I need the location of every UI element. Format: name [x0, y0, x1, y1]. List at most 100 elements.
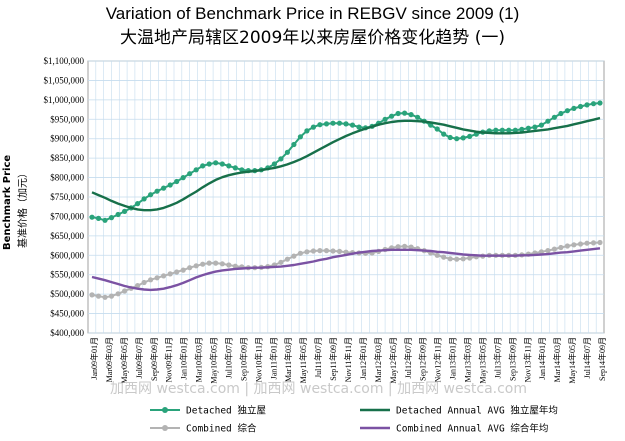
legend: Detached 独立屋 Detached Annual AVG 独立屋年均 Com…	[150, 405, 558, 435]
x-tick-label: Jan13年01月	[448, 337, 458, 380]
data-point	[597, 100, 603, 106]
data-point	[434, 126, 440, 132]
data-point	[584, 240, 590, 246]
data-point	[310, 248, 316, 254]
chart-subtitle: 大温地产局辖区2009年以来房屋价格变化趋势 (一)	[120, 28, 505, 48]
data-point	[213, 260, 219, 266]
y-tick-label: $900,000	[50, 134, 84, 144]
data-point	[187, 171, 193, 177]
data-point	[232, 165, 238, 171]
data-point	[102, 217, 108, 223]
data-point	[584, 102, 590, 108]
data-point	[395, 110, 401, 117]
y-tick-label: $1,100,000	[44, 56, 85, 66]
x-tick-label: May11年05月	[298, 337, 308, 383]
legend-label-2: Combined 综合	[186, 423, 257, 435]
data-point	[493, 127, 499, 133]
data-point	[187, 265, 193, 271]
x-tick-label: Sep12年09月	[418, 337, 428, 381]
data-point	[447, 134, 453, 141]
data-point	[278, 259, 284, 265]
data-point	[108, 293, 115, 299]
data-point	[415, 114, 421, 120]
x-tick-label: Jan12年01月	[358, 337, 368, 380]
data-point	[551, 114, 558, 120]
x-axis-ticks: Jan09年01月 Mar09年03月 May09年05月 Jul09年07月 Sep0…	[89, 337, 607, 384]
data-point	[336, 120, 343, 126]
x-tick-label: Nov13年11月	[522, 337, 532, 382]
data-point	[180, 175, 186, 181]
data-point	[95, 293, 102, 299]
data-point	[304, 128, 310, 134]
data-point	[226, 163, 232, 169]
data-point	[551, 246, 558, 252]
y-tick-label: $1,050,000	[44, 75, 85, 85]
series-line-3	[91, 247, 601, 292]
data-point	[506, 127, 512, 133]
data-point	[564, 108, 571, 114]
x-tick-label: Jul11年07月	[313, 337, 323, 378]
data-point	[161, 185, 167, 191]
data-point	[408, 244, 414, 250]
x-tick-label: Sep09年09月	[149, 337, 159, 381]
data-point	[577, 241, 584, 247]
data-point	[200, 163, 206, 169]
data-point	[278, 156, 284, 162]
data-point	[454, 136, 460, 142]
x-tick-label: Jan14年01月	[537, 337, 547, 380]
data-point	[330, 248, 336, 254]
data-point	[408, 112, 414, 118]
data-point	[89, 214, 95, 220]
data-point	[174, 269, 180, 275]
y-axis-ticks: $1,100,000 $1,050,000 $1,000,000 $950,000 $9…	[44, 56, 85, 338]
data-point	[161, 273, 167, 279]
data-point	[226, 262, 232, 268]
data-point	[558, 244, 564, 251]
data-point	[467, 133, 473, 139]
x-tick-label: Jul12年07月	[403, 337, 413, 378]
x-tick-label: Sep11年09月	[328, 337, 338, 381]
data-point	[115, 211, 121, 218]
x-tick-label: Jan09年01月	[89, 337, 99, 380]
data-point	[141, 279, 147, 286]
data-point	[402, 243, 408, 249]
data-point	[532, 124, 538, 130]
legend-marker-0	[162, 407, 168, 413]
data-point	[122, 208, 128, 214]
x-tick-label: Mar10年03月	[194, 337, 204, 382]
data-point	[571, 105, 577, 111]
data-point	[597, 239, 603, 246]
watermark-text: 加西网 westca.com | 加西网 westca.com | 加西网 we…	[110, 381, 528, 397]
data-point	[317, 248, 323, 254]
y-tick-label: $850,000	[50, 153, 84, 163]
data-point	[564, 243, 571, 249]
series-line-1	[91, 116, 601, 212]
data-point	[330, 120, 336, 126]
data-point	[519, 126, 525, 132]
data-point	[284, 256, 290, 262]
data-point	[323, 248, 330, 254]
data-point	[89, 292, 95, 298]
x-tick-label: Jul14年07月	[582, 337, 592, 378]
x-tick-label: May14年05月	[567, 337, 577, 384]
data-point	[206, 161, 212, 167]
x-tick-label: Jul10年07月	[223, 337, 233, 378]
data-point	[558, 110, 564, 117]
data-point	[525, 125, 532, 131]
x-tick-label: May10年05月	[209, 337, 219, 384]
data-point	[219, 261, 225, 267]
legend-label-1: Detached Annual AVG 独立屋年均	[396, 405, 558, 417]
x-tick-label: Nov09年11月	[164, 337, 174, 382]
y-tick-label: $750,000	[50, 192, 84, 202]
y-tick-label: $800,000	[50, 173, 84, 183]
y-tick-label: $650,000	[50, 231, 84, 241]
x-tick-label: Mar14年03月	[552, 337, 562, 382]
data-point	[213, 160, 219, 166]
data-point	[115, 291, 121, 297]
data-point	[193, 263, 199, 269]
data-point	[108, 215, 115, 221]
data-point	[154, 275, 160, 281]
data-point	[499, 127, 505, 133]
data-point	[135, 283, 141, 289]
